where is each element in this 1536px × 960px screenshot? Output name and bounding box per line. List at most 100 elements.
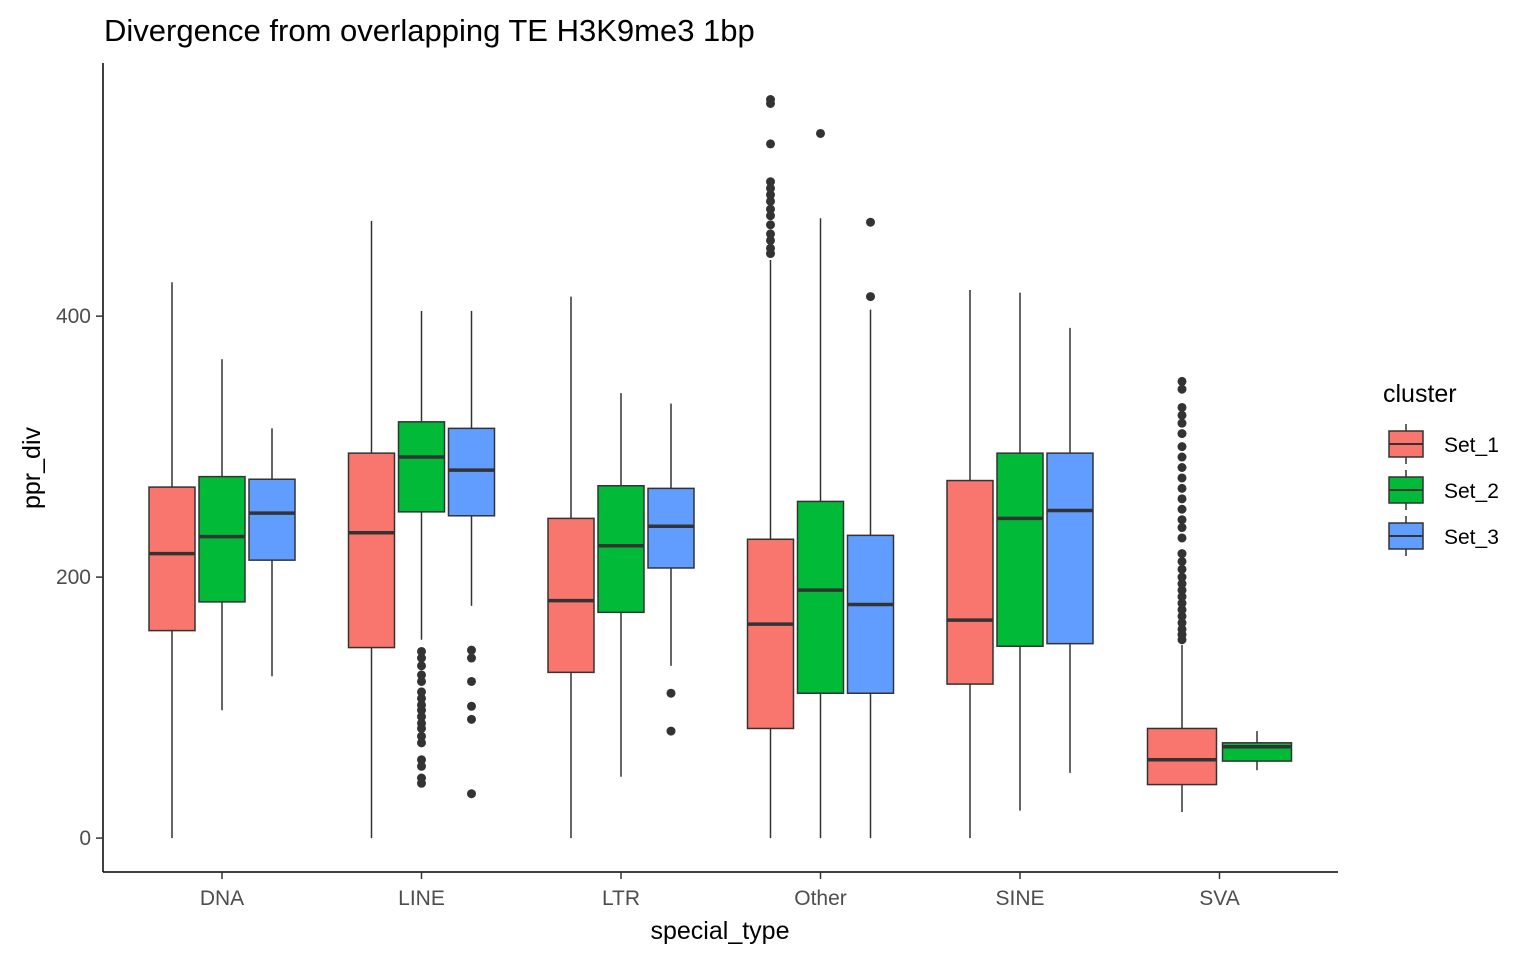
legend-label: Set_3 (1444, 526, 1499, 549)
outlier-point (766, 211, 775, 221)
outlier-point (1177, 533, 1187, 543)
outlier-point (417, 676, 426, 686)
box-Set_2-LINE (397, 310, 446, 788)
outlier-point (1177, 384, 1187, 394)
outlier-point (1177, 515, 1187, 525)
legend-label: Set_2 (1444, 480, 1499, 503)
outlier-point (766, 196, 775, 206)
outlier-point (417, 646, 426, 656)
outlier-point (417, 661, 426, 671)
outlier-point (1177, 611, 1187, 621)
box-iqr (248, 478, 296, 561)
outlier-point (1177, 605, 1187, 615)
boxplot-series (148, 95, 1293, 839)
legend: cluster Set_1 Set_2 Set_3 (1383, 380, 1499, 556)
box-Set_3-LTR (647, 403, 695, 736)
box-Set_2-LTR (597, 393, 645, 777)
outlier-point (1177, 556, 1187, 566)
x-tick-label: Other (794, 887, 847, 910)
outlier-point (1177, 504, 1187, 514)
x-tick-label: SVA (1199, 887, 1239, 910)
outlier-point (1177, 624, 1187, 634)
legend-item-Set_1: Set_1 (1388, 424, 1499, 464)
y-axis-ticks: 0 200 400 (56, 305, 103, 850)
outlier-point (467, 645, 476, 655)
legend-item-Set_2: Set_2 (1388, 470, 1499, 510)
box-Set_3-SINE (1046, 327, 1094, 773)
box-Set_1-SVA (1146, 376, 1218, 812)
legend-title: cluster (1383, 380, 1457, 408)
box-iqr (597, 485, 645, 614)
x-tick-label: SINE (995, 887, 1044, 910)
outlier-point (417, 761, 426, 771)
outlier-point (1177, 473, 1187, 483)
box-Set_3-LINE (447, 310, 496, 799)
outlier-point (1177, 463, 1187, 472)
outlier-point (417, 653, 426, 663)
outlier-point (766, 235, 775, 245)
box-iqr (746, 538, 795, 730)
box-Set_2-SVA (1221, 731, 1293, 771)
y-tick-label: 400 (56, 305, 91, 328)
x-tick-label: DNA (200, 887, 244, 910)
outlier-point (866, 292, 875, 302)
outlier-point (417, 718, 426, 728)
box-iqr (397, 421, 446, 513)
box-iqr (198, 475, 246, 603)
x-tick-label: LINE (398, 887, 445, 910)
outlier-point (1177, 585, 1187, 595)
box-iqr (148, 486, 196, 632)
outlier-point (666, 688, 676, 698)
outlier-point (1177, 442, 1187, 452)
box-Set_3-DNA (248, 428, 296, 677)
outlier-point (417, 712, 426, 722)
y-tick-label: 200 (56, 566, 91, 589)
outlier-point (1177, 418, 1187, 428)
outlier-point (467, 676, 476, 686)
outlier-point (766, 220, 775, 230)
box-iqr (796, 500, 845, 694)
outlier-point (766, 243, 775, 253)
legend-label: Set_1 (1444, 434, 1499, 457)
outlier-point (1177, 572, 1187, 582)
outlier-point (417, 670, 426, 680)
box-Set_1-DNA (148, 282, 196, 839)
x-axis-ticks: DNA LINE LTR Other SINE SVA (200, 872, 1240, 910)
outlier-point (766, 204, 775, 214)
outlier-point (1177, 452, 1187, 462)
box-iqr (347, 452, 396, 649)
outlier-point (417, 700, 426, 710)
box-Set_3-Other (846, 217, 895, 839)
box-iqr (547, 517, 595, 674)
outlier-point (1177, 494, 1187, 504)
legend-item-Set_3: Set_3 (1388, 516, 1499, 556)
outlier-point (1177, 402, 1187, 412)
outlier-point (1177, 618, 1187, 628)
outlier-point (467, 714, 476, 724)
outlier-point (766, 139, 775, 149)
outlier-point (467, 653, 476, 663)
outlier-point (417, 731, 426, 741)
outlier-point (1177, 598, 1187, 608)
box-iqr (996, 452, 1044, 648)
box-Set_1-LINE (347, 220, 396, 839)
box-iqr (647, 487, 695, 569)
outlier-point (417, 755, 426, 765)
box-Set_2-SINE (996, 292, 1044, 811)
outlier-point (1177, 523, 1187, 533)
outlier-point (766, 95, 775, 105)
x-axis-title: special_type (651, 917, 790, 945)
box-iqr (1046, 452, 1094, 645)
box-Set_2-DNA (198, 359, 246, 711)
outlier-point (666, 726, 676, 736)
outlier-point (866, 217, 875, 227)
y-tick-label: 0 (79, 827, 91, 850)
outlier-point (1177, 592, 1187, 602)
outlier-point (1177, 410, 1187, 420)
outlier-point (417, 687, 426, 697)
outlier-point (1177, 376, 1187, 386)
outlier-point (1177, 564, 1187, 574)
outlier-point (766, 229, 775, 239)
box-Set_1-SINE (946, 290, 994, 839)
